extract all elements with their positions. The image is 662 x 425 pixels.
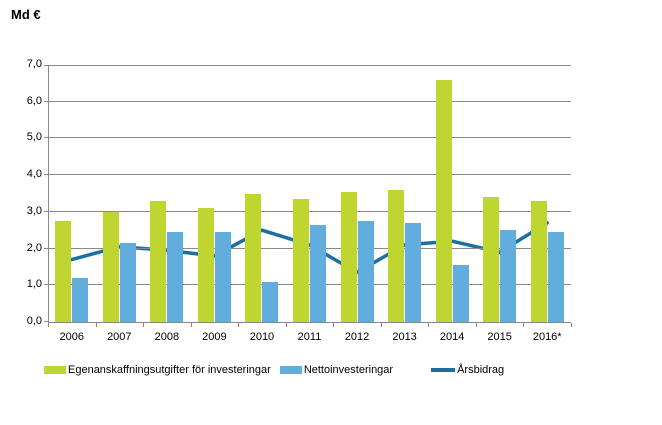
bar-egenanskaffning-2009 (197, 208, 214, 322)
x-axis-tick-label: 2012 (344, 331, 370, 343)
bar-egenanskaffning-2015 (483, 197, 500, 322)
y-axis-unit-label: Md € (11, 7, 41, 22)
bar-egenanskaffning-2007 (102, 211, 119, 322)
blue-bar-swatch-icon (279, 366, 302, 374)
green-bar-swatch-icon (44, 366, 66, 374)
x-axis-tick-label: 2008 (154, 331, 180, 343)
line-swatch-icon (431, 368, 456, 372)
x-axis-tick (333, 323, 334, 327)
gridline (48, 247, 571, 249)
x-axis-tick-label: 2009 (202, 331, 227, 343)
legend: Egenanskaffningsutgifter för investering… (44, 364, 504, 376)
bar-nettoinvestering-2013 (405, 222, 422, 322)
x-axis-tick-label: 2007 (107, 331, 132, 343)
x-axis-tick-label: 2016* (532, 331, 562, 343)
bar-nettoinvestering-2007 (119, 243, 136, 322)
legend-label: Årsbidrag (457, 364, 505, 376)
plot-area (44, 65, 572, 327)
bar-egenanskaffning-2016* (530, 200, 547, 322)
x-axis-tick-label: 2015 (487, 331, 512, 343)
bar-nettoinvestering-2016* (547, 232, 564, 322)
y-axis-tick (44, 321, 48, 322)
x-axis-tick-label: 2013 (392, 331, 417, 343)
x-axis-tick (428, 323, 429, 327)
bar-egenanskaffning-2011 (293, 199, 309, 322)
y-axis-tick-label: 3,0 (26, 204, 42, 217)
bar-egenanskaffning-2013 (388, 189, 405, 322)
y-axis-line (48, 65, 49, 322)
bar-egenanskaffning-2008 (150, 200, 167, 322)
bar-egenanskaffning-2014 (435, 79, 452, 322)
y-axis-tick (44, 174, 48, 176)
x-axis-tick (96, 323, 97, 327)
legend-item-nettoinvesteringar: Nettoinvesteringar (279, 364, 394, 376)
x-axis-tick (476, 323, 477, 327)
y-axis-tick (44, 210, 48, 212)
bar-nettoinvestering-2014 (452, 265, 469, 322)
y-axis-tick-label: 7,0 (26, 58, 42, 70)
x-axis-tick (571, 323, 572, 327)
x-axis-line (48, 322, 571, 323)
x-axis-tick-label: 2006 (59, 331, 84, 343)
y-axis-tick-label: 4,0 (26, 168, 42, 181)
y-axis-tick (44, 137, 48, 139)
y-axis-tick (44, 65, 48, 66)
x-axis-tick (191, 323, 192, 327)
bar-egenanskaffning-2010 (245, 193, 262, 322)
x-axis-tick (238, 323, 239, 327)
y-axis-tick-label: 5,0 (26, 131, 42, 144)
gridline (48, 284, 571, 286)
x-axis-tick-label: 2010 (249, 331, 275, 343)
bar-nettoinvestering-2012 (357, 221, 374, 322)
legend-item-arsbidrag: Årsbidrag (431, 364, 504, 376)
x-axis-tick (143, 323, 144, 327)
legend-label: Egenanskaffningsutgifter för investering… (68, 364, 271, 376)
gridline (48, 174, 571, 176)
x-axis-tick-label: 2014 (439, 331, 465, 343)
y-axis-tick (44, 247, 48, 249)
bar-nettoinvestering-2015 (500, 230, 517, 322)
y-axis-tick-label: 0,0 (26, 315, 42, 327)
bar-nettoinvestering-2006 (72, 277, 89, 322)
bar-nettoinvestering-2008 (167, 232, 184, 322)
bar-nettoinvestering-2009 (214, 232, 231, 322)
legend-item-egenanskaffningsutgifter: Egenanskaffningsutgifter för investering… (44, 364, 271, 376)
x-axis-tick (286, 323, 287, 327)
legend-label: Nettoinvesteringar (303, 364, 394, 376)
x-axis-tick (381, 323, 382, 327)
y-axis-tick-label: 6,0 (26, 94, 42, 107)
gridline (48, 137, 571, 139)
x-axis-tick (48, 323, 49, 327)
y-axis-tick-label: 1,0 (26, 278, 42, 291)
bar-nettoinvestering-2011 (310, 224, 326, 322)
x-axis-tick (523, 323, 524, 327)
x-axis-tick-label: 2011 (297, 331, 322, 343)
gridline (48, 65, 571, 66)
y-axis-tick-label: 2,0 (26, 241, 42, 254)
gridline (48, 210, 571, 212)
bar-egenanskaffning-2006 (55, 221, 72, 322)
bar-egenanskaffning-2012 (340, 191, 357, 322)
y-axis-tick (44, 100, 48, 102)
bar-nettoinvestering-2010 (262, 281, 279, 322)
gridline (48, 100, 571, 102)
y-axis-tick (44, 284, 48, 286)
